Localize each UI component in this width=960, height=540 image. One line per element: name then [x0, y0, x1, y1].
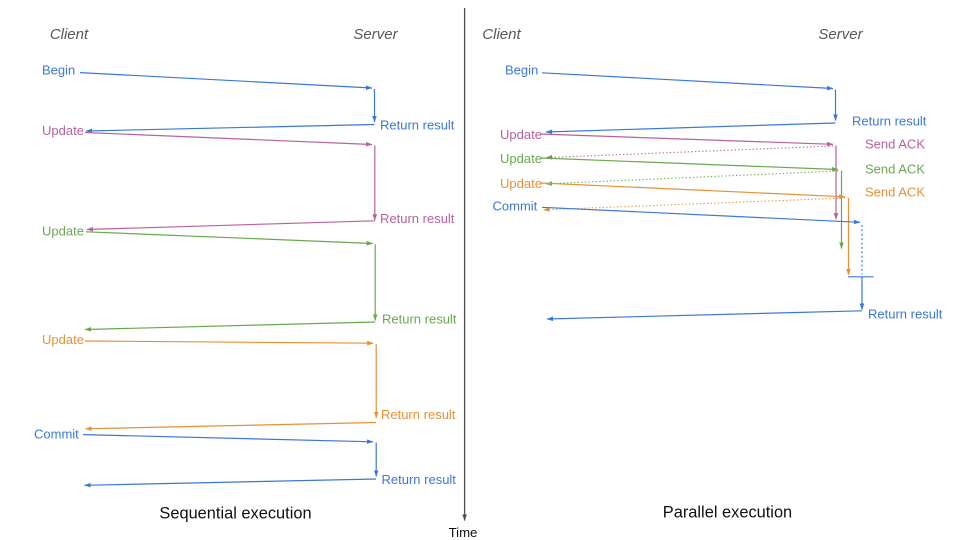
svg-text:Begin: Begin — [42, 63, 75, 78]
svg-text:Return result: Return result — [382, 472, 457, 487]
svg-text:Return result: Return result — [868, 307, 943, 322]
svg-text:Send ACK: Send ACK — [865, 161, 925, 176]
svg-text:Client: Client — [482, 26, 521, 43]
svg-text:Server: Server — [818, 26, 863, 43]
svg-text:Send ACK: Send ACK — [865, 185, 925, 200]
svg-text:Return result: Return result — [382, 312, 457, 327]
svg-text:Update: Update — [42, 224, 84, 239]
svg-text:Update: Update — [500, 176, 542, 191]
svg-text:Server: Server — [353, 26, 398, 43]
svg-text:Update: Update — [500, 151, 542, 166]
svg-text:Send ACK: Send ACK — [865, 136, 925, 151]
svg-text:Update: Update — [500, 127, 542, 142]
svg-text:Update: Update — [42, 123, 84, 138]
svg-text:Return result: Return result — [380, 118, 455, 133]
svg-text:Update: Update — [42, 332, 84, 347]
svg-text:Begin: Begin — [505, 63, 538, 78]
svg-text:Client: Client — [50, 26, 89, 43]
svg-text:Return result: Return result — [852, 113, 927, 128]
svg-text:Parallel execution: Parallel execution — [663, 504, 792, 522]
svg-text:Sequential execution: Sequential execution — [159, 505, 311, 523]
svg-text:Commit: Commit — [34, 426, 79, 441]
svg-text:Time: Time — [449, 525, 478, 540]
svg-text:Return result: Return result — [381, 407, 456, 422]
svg-text:Commit: Commit — [493, 199, 538, 214]
svg-text:Return result: Return result — [380, 211, 455, 226]
